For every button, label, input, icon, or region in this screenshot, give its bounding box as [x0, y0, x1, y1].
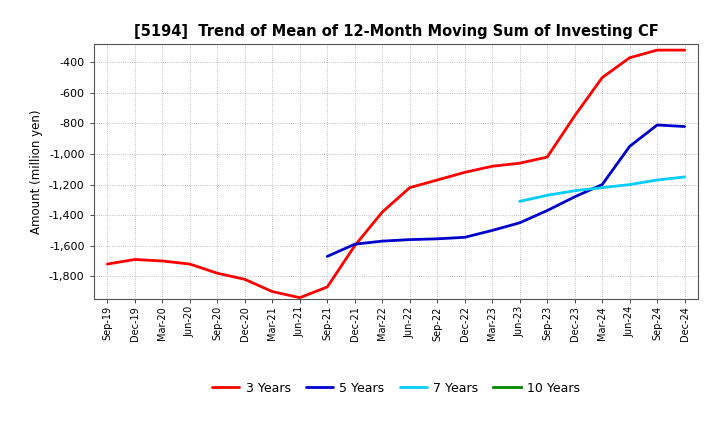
3 Years: [433, 177, 441, 183]
3 Years: [295, 295, 304, 301]
3 Years: [378, 209, 387, 215]
3 Years: [323, 284, 332, 290]
7 Years: [598, 185, 606, 190]
5 Years: [598, 182, 606, 187]
3 Years: [598, 75, 606, 80]
3 Years: [130, 257, 139, 262]
3 Years: [653, 48, 662, 53]
Title: [5194]  Trend of Mean of 12-Month Moving Sum of Investing CF: [5194] Trend of Mean of 12-Month Moving …: [134, 24, 658, 39]
5 Years: [460, 235, 469, 240]
5 Years: [488, 228, 497, 233]
Line: 5 Years: 5 Years: [328, 125, 685, 257]
3 Years: [186, 261, 194, 267]
5 Years: [626, 144, 634, 149]
5 Years: [516, 220, 524, 225]
5 Years: [570, 194, 579, 199]
3 Years: [543, 154, 552, 160]
3 Years: [268, 289, 276, 294]
Line: 7 Years: 7 Years: [520, 177, 685, 202]
3 Years: [405, 185, 414, 190]
3 Years: [240, 277, 249, 282]
3 Years: [158, 258, 166, 264]
3 Years: [570, 113, 579, 118]
5 Years: [323, 254, 332, 259]
3 Years: [626, 55, 634, 60]
3 Years: [460, 170, 469, 175]
3 Years: [213, 271, 222, 276]
3 Years: [351, 243, 359, 248]
5 Years: [405, 237, 414, 242]
5 Years: [680, 124, 689, 129]
3 Years: [488, 164, 497, 169]
Legend: 3 Years, 5 Years, 7 Years, 10 Years: 3 Years, 5 Years, 7 Years, 10 Years: [207, 377, 585, 400]
3 Years: [103, 261, 112, 267]
5 Years: [351, 242, 359, 247]
7 Years: [543, 193, 552, 198]
7 Years: [626, 182, 634, 187]
Line: 3 Years: 3 Years: [107, 50, 685, 298]
7 Years: [516, 199, 524, 204]
5 Years: [543, 208, 552, 213]
7 Years: [680, 174, 689, 180]
3 Years: [680, 48, 689, 53]
5 Years: [653, 122, 662, 128]
3 Years: [516, 161, 524, 166]
7 Years: [653, 177, 662, 183]
Y-axis label: Amount (million yen): Amount (million yen): [30, 110, 43, 234]
5 Years: [433, 236, 441, 242]
5 Years: [378, 238, 387, 244]
7 Years: [570, 188, 579, 193]
